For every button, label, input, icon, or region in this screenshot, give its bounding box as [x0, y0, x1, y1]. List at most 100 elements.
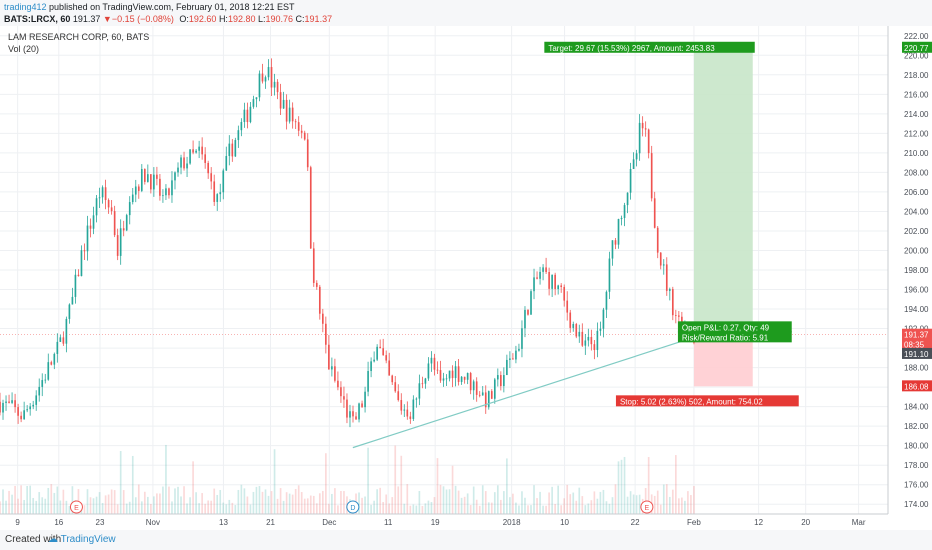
time-tick-label: 10 — [560, 518, 569, 527]
volume-bar — [358, 492, 360, 514]
candle — [521, 328, 523, 349]
candle — [92, 215, 95, 229]
volume-bar — [5, 500, 7, 514]
volume-bar — [593, 491, 596, 514]
candle — [337, 380, 339, 388]
candle — [20, 415, 22, 420]
candle — [35, 395, 38, 405]
ohlc-line: BATS:LRCX, 60 191.37 ▼−0.15 (−0.08%) O:1… — [4, 13, 332, 25]
price-tick-label: 198.00 — [904, 266, 929, 275]
trendline[interactable] — [352, 336, 695, 449]
candle — [174, 172, 176, 181]
volume-bar — [318, 493, 321, 514]
price-tick-label: 184.00 — [904, 403, 929, 412]
candle — [32, 404, 35, 407]
price-label-bg — [902, 380, 932, 392]
volume-bar — [331, 493, 333, 514]
volume-bar — [466, 493, 469, 514]
volume-bar — [0, 501, 1, 514]
volume-bar — [659, 504, 662, 514]
trendline-group[interactable] — [352, 336, 695, 449]
volume-bar — [249, 504, 252, 514]
candle — [647, 129, 650, 154]
position-zones — [693, 47, 753, 387]
price-tick-label: 174.00 — [904, 500, 929, 509]
volume-bar — [647, 457, 650, 514]
volume-bar — [294, 489, 297, 514]
candle — [5, 401, 7, 403]
candle — [107, 200, 110, 208]
volume-bar — [219, 490, 222, 514]
event-marker-E — [69, 500, 83, 514]
time-axis[interactable]: 9 16 23 Nov 13 21 Dec 11 19 2018 10 22 Feb 12 20 Mar — [0, 513, 888, 527]
volume-bar — [518, 505, 520, 514]
volume-bar — [608, 503, 611, 514]
candle — [318, 286, 321, 314]
candle — [273, 81, 276, 88]
time-tick-label: 20 — [801, 518, 810, 527]
stop-label-bg — [615, 395, 799, 407]
last-price: 191.37 — [72, 14, 101, 24]
candle — [153, 174, 155, 190]
volume-bar — [26, 486, 28, 514]
volume-bar — [192, 461, 194, 514]
rr-label: Risk/Reward Ratio: 5.91 — [682, 333, 769, 342]
candle — [400, 400, 403, 411]
price-tick-label: 208.00 — [904, 168, 929, 177]
volume-bar — [367, 447, 369, 514]
time-tick-label: Feb — [687, 518, 701, 527]
author-link[interactable]: trading412 — [4, 2, 47, 12]
volume-bar — [29, 485, 32, 514]
volume-bar — [315, 503, 318, 514]
price-tick-label: 202.00 — [904, 227, 929, 236]
candle — [382, 348, 385, 356]
volume-bar — [560, 505, 563, 514]
candle — [47, 362, 50, 380]
volume-bar — [89, 497, 92, 514]
volume-bar — [545, 505, 547, 514]
candle — [165, 188, 167, 196]
candle — [678, 315, 680, 317]
volume-bar — [264, 489, 267, 514]
candle — [297, 122, 300, 131]
candle — [542, 267, 544, 272]
candle — [300, 130, 303, 133]
candle — [430, 357, 433, 364]
symbol-label: BATS:LRCX, 60 — [4, 14, 71, 24]
volume-bar — [590, 500, 593, 514]
candle — [454, 366, 457, 379]
price-tick-label: 204.00 — [904, 207, 929, 216]
price-tick-label: 210.00 — [904, 149, 929, 158]
candle — [352, 411, 354, 417]
price-tick-label: 176.00 — [904, 481, 929, 490]
chart-title: LAM RESEARCH CORP, 60, BATS — [8, 32, 149, 42]
volume-bar — [394, 445, 397, 514]
candle — [584, 340, 587, 346]
candle — [288, 107, 291, 122]
volume-bar — [415, 505, 418, 514]
candle — [659, 252, 662, 266]
candle — [361, 403, 363, 408]
candle — [279, 92, 282, 109]
price-tick-label: 188.00 — [904, 364, 929, 373]
price-label-bg — [902, 347, 932, 359]
candle — [397, 391, 400, 401]
candle — [222, 170, 225, 193]
volume-bar — [65, 500, 68, 514]
volume-bar — [44, 498, 47, 514]
price-chart[interactable]: Target: 29.67 (15.53%) 2967, Amount: 245… — [0, 26, 932, 530]
candle — [554, 274, 556, 290]
volume-bar — [156, 493, 158, 514]
tradingview-logo[interactable]: ☁ TradingView — [48, 534, 116, 545]
volume-bar — [521, 491, 523, 514]
candle — [195, 150, 197, 153]
time-tick-label: 11 — [384, 518, 393, 527]
candle — [150, 174, 152, 190]
candle — [240, 121, 243, 131]
price-axis[interactable]: 174.00 176.00 178.00 180.00 182.00 184.00 186.… — [887, 26, 932, 514]
candle — [276, 81, 279, 93]
volume-bar — [201, 493, 203, 514]
volume-bar — [343, 491, 345, 514]
candle — [656, 227, 659, 253]
